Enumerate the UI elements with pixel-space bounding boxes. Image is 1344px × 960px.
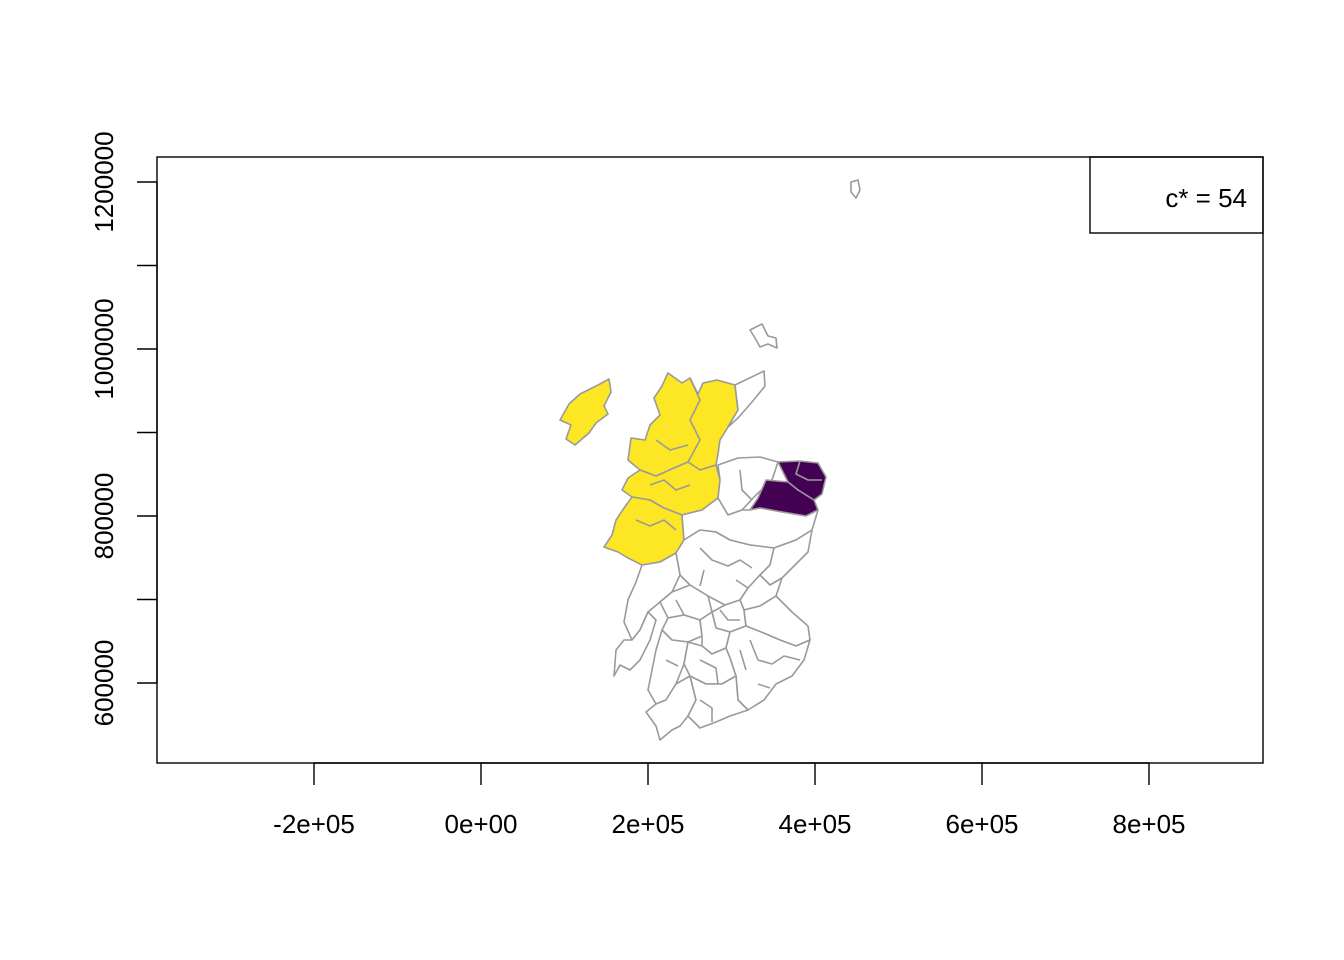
region-highland-northeast bbox=[727, 370, 766, 428]
region-shetland bbox=[850, 179, 861, 199]
x-tick-label: 4e+05 bbox=[778, 809, 851, 839]
legend-box bbox=[1089, 156, 1264, 234]
legend-label: c* = 54 bbox=[1165, 183, 1247, 213]
region-western-isles bbox=[559, 378, 612, 446]
region-moray bbox=[717, 456, 779, 516]
region-dumfries-west bbox=[645, 675, 697, 741]
x-tick-label: 2e+05 bbox=[611, 809, 684, 839]
x-tick-label: 8e+05 bbox=[1112, 809, 1185, 839]
region-orkney bbox=[749, 323, 778, 349]
x-tick-label: -2e+05 bbox=[273, 809, 355, 839]
x-tick-label: 6e+05 bbox=[945, 809, 1018, 839]
region-highland-north bbox=[627, 372, 739, 477]
region-angus bbox=[759, 529, 813, 586]
y-tick-label: 1000000 bbox=[89, 298, 119, 399]
region-dumfries-east bbox=[687, 675, 749, 729]
y-tick-label: 1200000 bbox=[89, 131, 119, 232]
legend: c* = 54 bbox=[1089, 156, 1264, 234]
internal-boundaries bbox=[635, 377, 822, 722]
x-axis: -2e+05 0e+00 2e+05 4e+05 6e+05 8e+05 bbox=[273, 762, 1186, 839]
y-axis: 600000 800000 1000000 1200000 bbox=[89, 131, 158, 727]
x-tick-label: 0e+00 bbox=[444, 809, 517, 839]
region-kintyre bbox=[613, 611, 657, 677]
map-regions bbox=[559, 179, 861, 741]
y-tick-label: 800000 bbox=[89, 473, 119, 560]
y-tick-label: 600000 bbox=[89, 640, 119, 727]
